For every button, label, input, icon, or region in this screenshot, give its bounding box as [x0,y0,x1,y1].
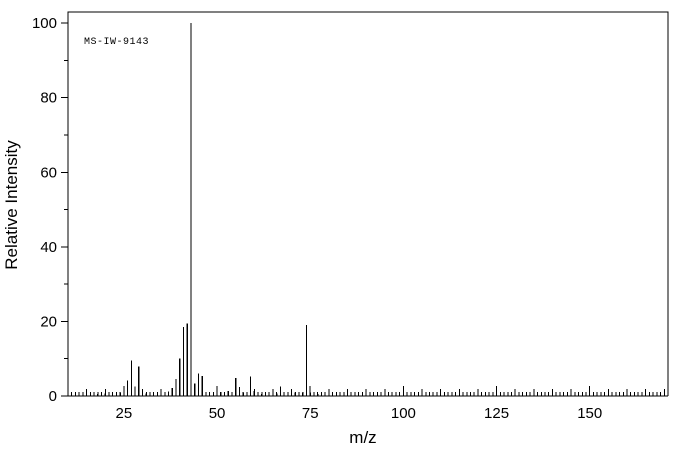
y-tick-label: 20 [40,313,57,330]
y-axis-tick-labels: 0 20 40 60 80 100 [32,15,57,405]
x-axis-tick-labels: 25 50 75 100 125 150 [116,405,603,422]
x-tick-label: 50 [209,405,226,422]
x-axis-title: m/z [349,428,376,447]
y-tick-label: 60 [40,164,57,181]
sample-annotation-label: MS-IW-9143 [84,37,149,48]
x-tick-label: 75 [302,405,319,422]
y-tick-label: 100 [32,15,57,32]
y-tick-label: 40 [40,239,57,256]
peak-series [86,23,371,396]
y-tick-label: 80 [40,90,57,107]
x-tick-label: 25 [116,405,133,422]
y-axis-title: Relative Intensity [2,140,21,270]
x-axis-ticks [67,386,669,396]
y-tick-label: 0 [49,388,57,405]
x-tick-label: 150 [577,405,602,422]
x-tick-label: 125 [484,405,509,422]
x-tick-label: 100 [391,405,416,422]
y-axis-ticks [61,22,68,397]
plot-frame [67,11,669,397]
